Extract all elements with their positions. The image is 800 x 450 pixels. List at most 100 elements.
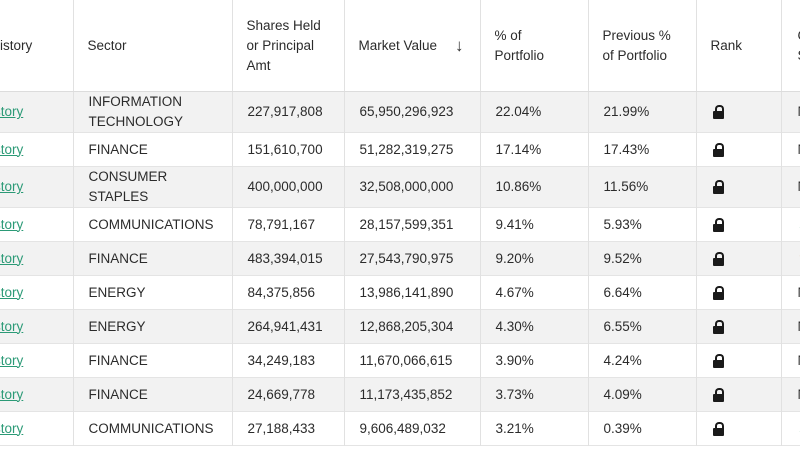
history-cell: istory [0, 377, 74, 412]
column-header-prev-pct-portfolio[interactable]: Previous % of Portfolio [588, 0, 697, 92]
table-row[interactable]: istoryFINANCE151,610,70051,282,319,27517… [0, 132, 800, 167]
market-value-cell: 9,606,489,032 [344, 411, 481, 446]
table-body: istoryINFORMATION TECHNOLOGY227,917,8086… [0, 91, 800, 446]
history-link[interactable]: istory [0, 284, 24, 300]
market-value-cell: 12,868,205,304 [344, 309, 481, 344]
table-row[interactable]: istory COMMUNICATIONS78,791,16728,157,599… [0, 207, 800, 242]
prev-pct-portfolio-cell: 4.24% [588, 343, 697, 378]
lock-icon[interactable] [712, 251, 724, 266]
change-cell: ▲ [781, 207, 800, 242]
table-row[interactable]: istory ENERGY264,941,43112,868,205,3044.3… [0, 309, 800, 344]
rank-cell [696, 241, 782, 276]
history-link[interactable]: istory [0, 318, 24, 334]
market-value-cell: 65,950,296,923 [344, 91, 481, 133]
lock-icon[interactable] [712, 285, 724, 300]
prev-pct-portfolio-cell: 6.64% [588, 275, 697, 310]
history-cell: istory [0, 411, 74, 446]
history-cell: istory [0, 91, 74, 133]
change-label: N [798, 104, 800, 119]
history-link[interactable]: istory [0, 141, 24, 157]
history-link[interactable]: istory [0, 179, 24, 194]
rank-cell [696, 166, 782, 208]
change-cell: N [781, 343, 800, 378]
history-link[interactable]: istory [0, 216, 24, 232]
table-row[interactable]: istory INFORMATION TECHNOLOGY227,917,8086… [0, 91, 800, 133]
market-value-cell: 28,157,599,351 [344, 207, 481, 242]
pct-portfolio-cell: 3.21% [480, 411, 589, 446]
sector-cell: FINANCE [73, 241, 233, 276]
column-header-shares[interactable]: Shares Held or Principal Amt [232, 0, 345, 92]
prev-pct-portfolio-cell: 6.55% [588, 309, 697, 344]
sector-cell: CONSUMER STAPLES [73, 166, 233, 208]
market-value-cell: 11,173,435,852 [344, 377, 481, 412]
change-label: N [798, 387, 800, 402]
shares-cell: 151,610,700 [232, 132, 345, 167]
arrow-down-icon: ▼ [798, 253, 800, 265]
column-header-change[interactable]: C S [781, 0, 800, 92]
rank-cell [696, 275, 782, 310]
history-cell: istory [0, 343, 74, 378]
history-link[interactable]: istory [0, 386, 24, 402]
history-link[interactable]: istory [0, 250, 24, 266]
lock-icon[interactable] [712, 387, 724, 402]
pct-portfolio-cell: 3.73% [480, 377, 589, 412]
history-link[interactable]: istory [0, 420, 24, 436]
market-value-cell: 11,670,066,615 [344, 343, 481, 378]
lock-icon[interactable] [712, 421, 724, 436]
shares-cell: 400,000,000 [232, 166, 345, 208]
change-cell: N [781, 91, 800, 133]
lock-icon[interactable] [712, 217, 724, 232]
shares-cell: 84,375,856 [232, 275, 345, 310]
table-row[interactable]: istory FINANCE34,249,18311,670,066,6153.9… [0, 343, 800, 378]
pct-portfolio-cell: 4.30% [480, 309, 589, 344]
column-header-rank[interactable]: Rank [696, 0, 782, 92]
column-header-history[interactable]: istory [0, 0, 74, 92]
shares-cell: 483,394,015 [232, 241, 345, 276]
history-link[interactable]: istory [0, 352, 24, 368]
lock-icon[interactable] [712, 319, 724, 334]
prev-pct-portfolio-cell: 9.52% [588, 241, 697, 276]
shares-cell: 34,249,183 [232, 343, 345, 378]
arrow-up-icon: ▲ [798, 423, 800, 435]
history-link[interactable]: istory [0, 104, 24, 119]
table-row[interactable]: istory FINANCE24,669,77811,173,435,8523.7… [0, 377, 800, 412]
change-cell: N [781, 275, 800, 310]
prev-pct-portfolio-cell: 17.43% [588, 132, 697, 167]
market-value-cell: 51,282,319,275 [344, 132, 481, 167]
change-label: N [798, 319, 800, 334]
table-row[interactable]: istory COMMUNICATIONS27,188,4339,606,489,… [0, 411, 800, 446]
pct-portfolio-cell: 9.41% [480, 207, 589, 242]
lock-icon[interactable] [712, 105, 724, 120]
lock-icon[interactable] [712, 180, 724, 195]
sort-descending-icon[interactable]: ↓ [455, 35, 464, 55]
column-header-pct-portfolio[interactable]: % of Portfolio [480, 0, 589, 92]
history-cell: istory [0, 132, 74, 167]
lock-icon[interactable] [712, 142, 724, 157]
change-label: N [798, 179, 800, 194]
sector-cell: FINANCE [73, 132, 233, 167]
market-value-cell: 13,986,141,890 [344, 275, 481, 310]
change-cell: ▼ [781, 241, 800, 276]
history-cell: istory [0, 275, 74, 310]
prev-pct-portfolio-cell: 11.56% [588, 166, 697, 208]
pct-portfolio-cell: 4.67% [480, 275, 589, 310]
change-label: N [798, 285, 800, 300]
column-header-market-value[interactable]: Market Value ↓ [344, 0, 481, 92]
table-row[interactable]: istory CONSUMER STAPLES400,000,00032,508,… [0, 166, 800, 208]
lock-icon[interactable] [712, 353, 724, 368]
table-row[interactable]: istory ENERGY84,375,85613,986,141,8904.67… [0, 275, 800, 310]
rank-cell [696, 377, 782, 412]
shares-cell: 227,917,808 [232, 91, 345, 133]
column-header-sector[interactable]: Sector [73, 0, 233, 92]
change-cell: N [781, 377, 800, 412]
change-cell: N [781, 166, 800, 208]
history-cell: istory [0, 241, 74, 276]
table-header-row: istory Sector Shares Held or Principal A… [0, 0, 800, 92]
market-value-cell: 32,508,000,000 [344, 166, 481, 208]
prev-pct-portfolio-cell: 4.09% [588, 377, 697, 412]
table-row[interactable]: istoryFINANCE483,394,01527,543,790,9759.… [0, 241, 800, 276]
rank-cell [696, 91, 782, 133]
pct-portfolio-cell: 17.14% [480, 132, 589, 167]
sector-cell: FINANCE [73, 343, 233, 378]
